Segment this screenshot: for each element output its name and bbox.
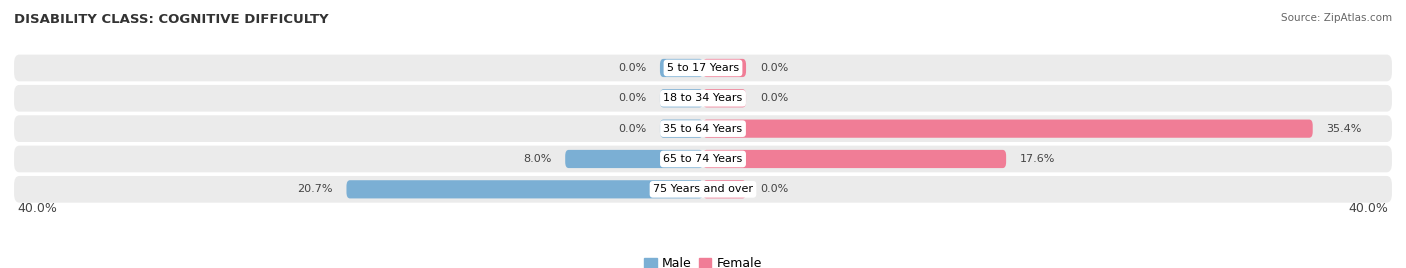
Text: 65 to 74 Years: 65 to 74 Years (664, 154, 742, 164)
FancyBboxPatch shape (703, 89, 747, 107)
FancyBboxPatch shape (659, 120, 703, 138)
Text: 0.0%: 0.0% (617, 93, 647, 103)
Text: 20.7%: 20.7% (297, 184, 333, 194)
Legend: Male, Female: Male, Female (640, 252, 766, 268)
Text: 18 to 34 Years: 18 to 34 Years (664, 93, 742, 103)
FancyBboxPatch shape (703, 180, 747, 198)
Text: 0.0%: 0.0% (759, 184, 789, 194)
Text: 0.0%: 0.0% (617, 124, 647, 134)
FancyBboxPatch shape (14, 115, 1392, 142)
Text: 5 to 17 Years: 5 to 17 Years (666, 63, 740, 73)
Text: 8.0%: 8.0% (523, 154, 551, 164)
FancyBboxPatch shape (14, 85, 1392, 112)
FancyBboxPatch shape (659, 59, 703, 77)
FancyBboxPatch shape (14, 146, 1392, 172)
FancyBboxPatch shape (14, 55, 1392, 81)
Text: 35.4%: 35.4% (1326, 124, 1362, 134)
FancyBboxPatch shape (659, 89, 703, 107)
FancyBboxPatch shape (346, 180, 703, 198)
FancyBboxPatch shape (703, 59, 747, 77)
Text: 35 to 64 Years: 35 to 64 Years (664, 124, 742, 134)
Text: 75 Years and over: 75 Years and over (652, 184, 754, 194)
Text: 40.0%: 40.0% (17, 202, 58, 215)
Text: DISABILITY CLASS: COGNITIVE DIFFICULTY: DISABILITY CLASS: COGNITIVE DIFFICULTY (14, 13, 329, 27)
Text: 40.0%: 40.0% (1348, 202, 1389, 215)
FancyBboxPatch shape (565, 150, 703, 168)
FancyBboxPatch shape (703, 150, 1007, 168)
FancyBboxPatch shape (703, 120, 1313, 138)
Text: 0.0%: 0.0% (617, 63, 647, 73)
Text: 0.0%: 0.0% (759, 93, 789, 103)
Text: 0.0%: 0.0% (759, 63, 789, 73)
FancyBboxPatch shape (14, 176, 1392, 203)
Text: 17.6%: 17.6% (1019, 154, 1056, 164)
Text: Source: ZipAtlas.com: Source: ZipAtlas.com (1281, 13, 1392, 23)
